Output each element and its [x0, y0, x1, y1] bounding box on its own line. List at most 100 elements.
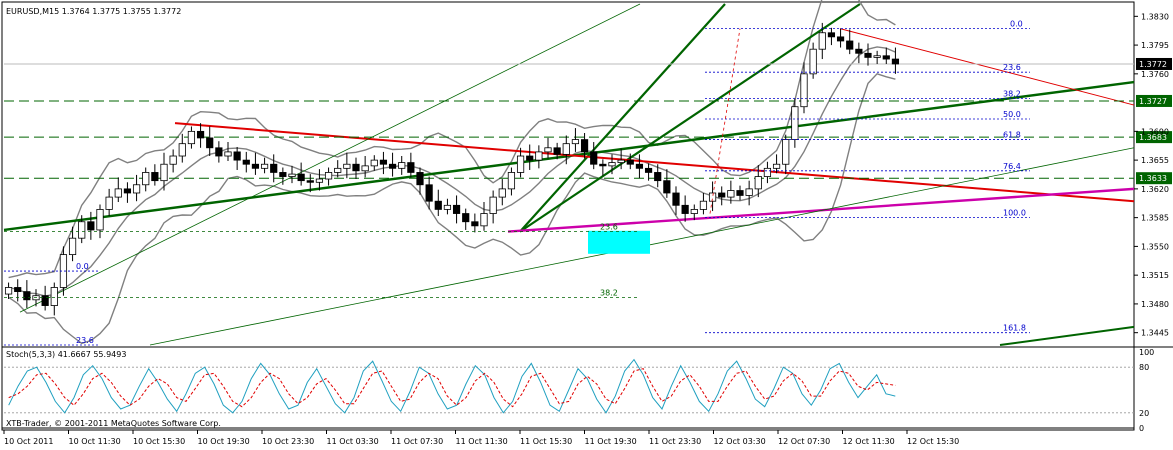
price-tick-label: 1.3585 [1141, 214, 1169, 223]
trendline-thin-green-high [19, 3, 641, 313]
candle-body [187, 130, 196, 145]
time-tick-label: 11 Oct 07:30 [391, 437, 443, 446]
candle-body [471, 221, 479, 227]
candle-body [635, 163, 644, 169]
candle-body [68, 237, 77, 256]
copyright-text: XTB-Trader, © 2001-2011 MetaQuotes Softw… [6, 419, 221, 428]
stoch-tick-label: 0 [1139, 424, 1144, 433]
candle-body [4, 287, 13, 295]
price-tick-label: 1.3830 [1141, 12, 1169, 21]
candle-body [260, 163, 269, 169]
time-tick-label: 12 Oct 03:30 [714, 437, 766, 446]
candle-body [644, 167, 653, 173]
candle-body [32, 295, 40, 301]
candle-body [370, 159, 378, 167]
candle-body [672, 192, 680, 206]
candle-body [663, 180, 671, 194]
time-tick-label: 11 Oct 19:30 [585, 437, 637, 446]
band-middle [8, 46, 896, 297]
candle-body [425, 184, 433, 202]
candle-body [608, 162, 616, 167]
candle-body [827, 32, 836, 38]
candle-body [87, 221, 95, 231]
fibonacci-labels: 0.0 23.6 38.2 50.0 61.8 76.4 100.0 161.8 0.0 23.6… [4, 20, 1030, 346]
fib-label: 23.6 [1003, 63, 1021, 72]
candle-body [379, 159, 388, 165]
candle-body [388, 163, 397, 169]
candle-body [416, 172, 424, 186]
candle-body [553, 147, 561, 155]
candle-body [251, 163, 260, 169]
fib-label: 161.8 [1003, 324, 1026, 333]
candle-body [14, 287, 22, 292]
price-tick-label: 1.3445 [1141, 329, 1169, 338]
candle-body [562, 143, 570, 155]
time-tick-label: 11 Oct 11:30 [456, 437, 508, 446]
candle-body [718, 192, 726, 198]
band-upper [8, 0, 896, 279]
level-label-box [1136, 131, 1172, 144]
candle-body [206, 137, 214, 149]
level-label-box [1136, 94, 1172, 107]
time-tick-label: 11 Oct 15:30 [520, 437, 572, 446]
stoch-tick-label: 100 [1139, 348, 1154, 357]
candle-body [745, 188, 753, 196]
time-tick-label: 11 Oct 23:30 [649, 437, 701, 446]
candle-body [233, 151, 241, 161]
candle-body [681, 204, 689, 214]
candle-body [791, 106, 799, 140]
candle-body [580, 139, 589, 153]
candle-body [736, 190, 744, 196]
candle-body [279, 172, 287, 177]
fib-left-label: 23.6 [76, 336, 94, 345]
level-label: 1.3683 [1139, 133, 1167, 142]
stoch-tick-label: 20 [1139, 409, 1149, 418]
candle-body [489, 196, 497, 214]
candle-body [78, 221, 86, 239]
price-tick-label: 1.3515 [1141, 271, 1169, 280]
stoch-series-1 [8, 368, 896, 408]
symbol-header: EURUSD,M15 1.3764 1.3775 1.3755 1.3772 [6, 7, 181, 16]
candle-body [352, 163, 360, 172]
band-lower [8, 72, 896, 345]
candle-body [480, 213, 488, 227]
fib-label: 0.0 [1010, 20, 1023, 29]
level-label: 1.3633 [1139, 174, 1167, 183]
candle-body [343, 163, 351, 169]
candle-body [754, 176, 762, 190]
candle-body [590, 151, 598, 165]
fib-green-label: 38.2 [600, 288, 618, 297]
candle-body [571, 139, 580, 145]
level-label-box [1136, 172, 1172, 185]
trendline-steep-green [519, 3, 861, 233]
candle-body [800, 73, 808, 108]
candle-body [96, 209, 104, 231]
candle-body [215, 147, 223, 157]
horizontal-levels: 1.3727 1.3683 1.3633 1.3772 [4, 57, 1172, 185]
candle-body [434, 200, 442, 210]
candle-body [41, 295, 49, 306]
level-label: 1.3727 [1139, 97, 1167, 106]
stoch-header: Stoch(5,3,3) 41.6667 55.9493 [6, 350, 126, 359]
time-tick-label: 11 Oct 03:30 [327, 437, 379, 446]
fib-label: 50.0 [1003, 110, 1021, 119]
price-tick-label: 1.3690 [1141, 127, 1169, 136]
candle-body [224, 151, 232, 157]
time-tick-label: 10 Oct 11:30 [69, 437, 121, 446]
fib-anchor-line [709, 28, 741, 214]
candle-body [324, 172, 333, 180]
time-tick-label: 10 Oct 23:30 [262, 437, 314, 446]
current-price-label: 1.3772 [1139, 60, 1167, 69]
candle-body [690, 209, 698, 214]
candle-body [526, 155, 534, 161]
candle-body [151, 172, 159, 182]
candle-body [50, 287, 58, 306]
time-tick-label: 12 Oct 07:30 [778, 437, 830, 446]
candle-body [407, 162, 415, 173]
fib-label: 76.4 [1003, 162, 1021, 171]
candle-body [599, 163, 607, 167]
candle-body [297, 173, 305, 182]
candle-body [818, 32, 826, 50]
candle-body [617, 159, 625, 163]
